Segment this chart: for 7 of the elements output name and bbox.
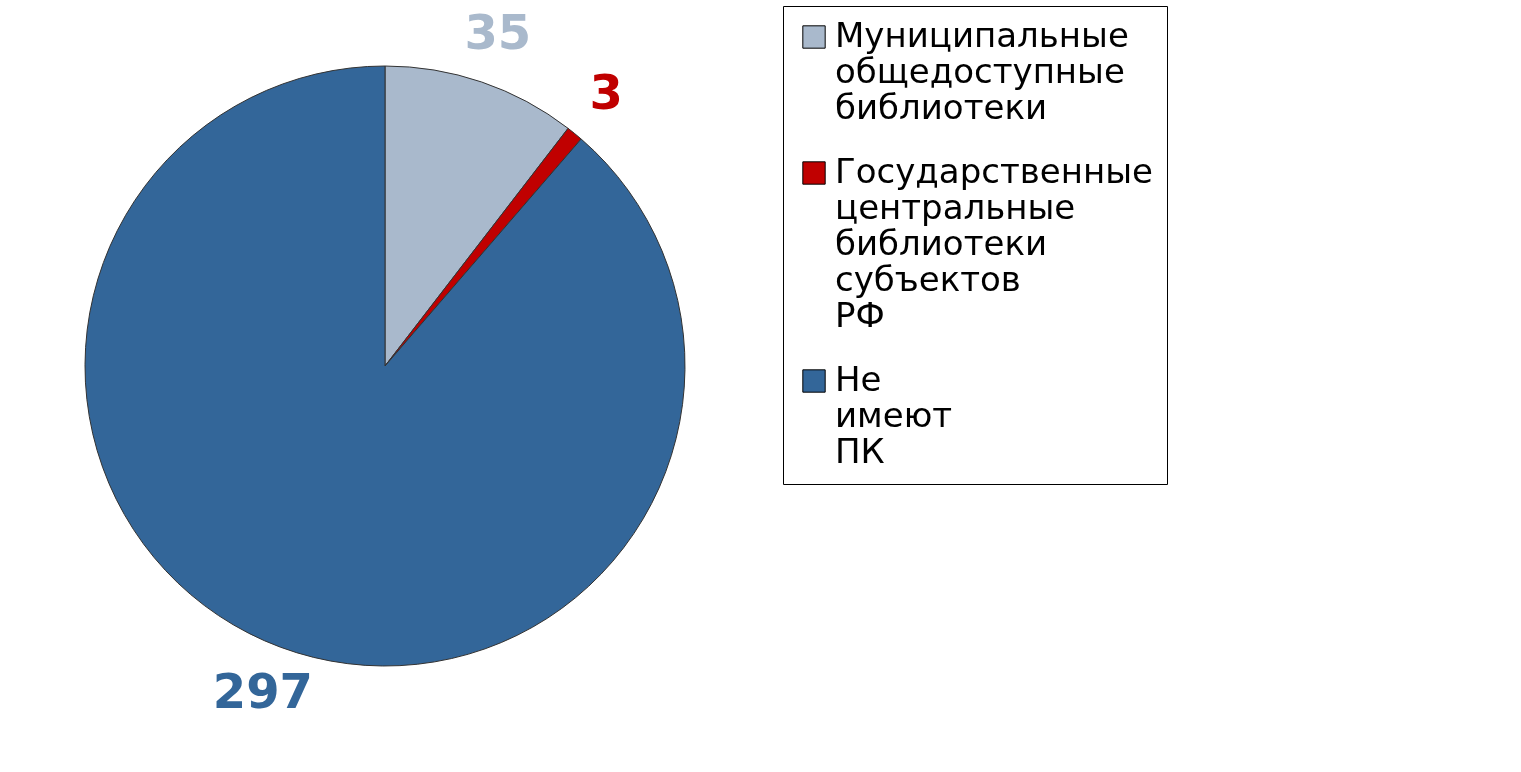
legend-label: Не имеют ПК (835, 359, 953, 471)
legend-label: Государственные центральные библиотеки субъектов РФ (835, 151, 1153, 335)
pie-slice (84, 65, 686, 667)
data-label: 3 (589, 63, 624, 120)
data-label: 35 (464, 3, 532, 60)
legend-label: Муниципальные общедоступные библиотеки (835, 15, 1129, 127)
data-label: 297 (212, 663, 313, 720)
